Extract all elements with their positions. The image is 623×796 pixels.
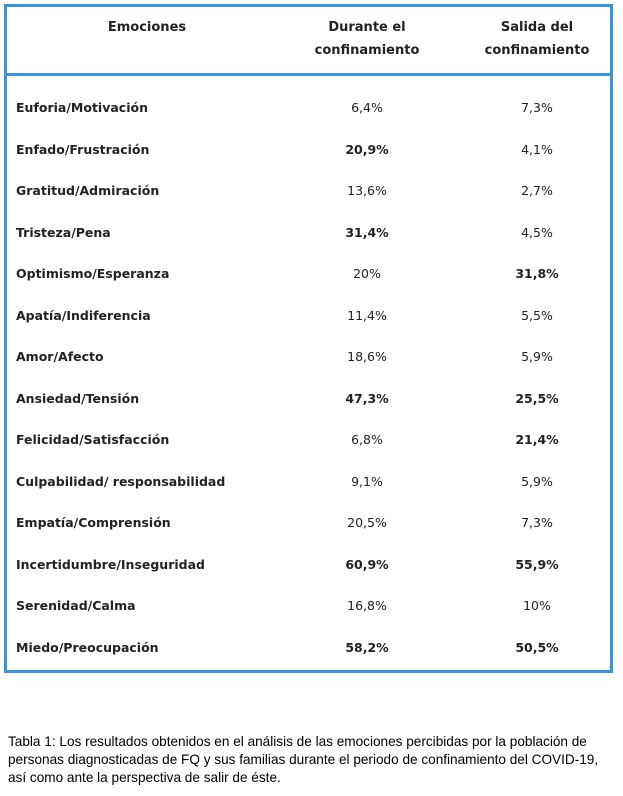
table-row: Miedo/Preocupación 58,2% 50,5% (7, 627, 610, 669)
table-row: Serenidad/Calma 16,8% 10% (7, 585, 610, 627)
after-value: 10% (523, 598, 551, 613)
after-value: 4,1% (521, 141, 553, 157)
during-value: 13,6% (347, 183, 387, 198)
header-emociones: Emociones (107, 20, 187, 35)
table-row: Empatía/Comprensión 20,5% 7,3% (7, 502, 610, 544)
table-row: Euforia/Motivación 6,4% 7,3% (7, 87, 610, 129)
during-value: 31,4% (345, 224, 389, 240)
during-value: 47,3% (345, 390, 389, 406)
during-value: 6,4% (351, 100, 383, 115)
table-body: Euforia/Motivación 6,4% 7,3% Enfado/Frustra… (7, 87, 610, 668)
emotion-label: Serenidad/Calma (16, 598, 136, 613)
during-value: 6,8% (351, 432, 383, 447)
emotion-label: Culpabilidad/ responsabilidad (16, 473, 226, 489)
emotion-label: Felicidad/Satisfacción (16, 432, 170, 447)
after-value: 25,5% (515, 390, 559, 406)
after-value: 5,5% (521, 307, 553, 323)
emotion-label: Tristeza/Pena (16, 224, 111, 240)
emotion-label: Apatía/Indiferencia (16, 307, 151, 323)
after-value: 7,3% (521, 515, 553, 530)
during-value: 18,6% (347, 349, 387, 364)
during-value: 11,4% (347, 307, 387, 323)
table-header: Emociones Durante el confinamiento Salid… (7, 7, 610, 76)
after-value: 5,9% (521, 473, 553, 489)
header-salida-line1: Salida del (500, 20, 574, 35)
table-row: Ansiedad/Tensión 47,3% 25,5% (7, 378, 610, 420)
table-row: Culpabilidad/ responsabilidad 9,1% 5,9% (7, 461, 610, 503)
during-value: 58,2% (345, 639, 389, 655)
table-row: Gratitud/Admiración 13,6% 2,7% (7, 170, 610, 212)
table-caption: Tabla 1: Los resultados obtenidos en el … (8, 734, 599, 785)
header-durante-line1: Durante el (328, 20, 406, 35)
header-durante-line2: confinamiento (314, 43, 420, 58)
table-row: Apatía/Indiferencia 11,4% 5,5% (7, 295, 610, 337)
during-value: 20,5% (347, 515, 387, 530)
emotions-table: Emociones Durante el confinamiento Salid… (4, 4, 613, 673)
during-value: 20% (353, 266, 381, 281)
table-row: Incertidumbre/Inseguridad 60,9% 55,9% (7, 544, 610, 586)
after-value: 50,5% (515, 639, 559, 655)
after-value: 31,8% (515, 266, 559, 281)
emotion-label: Optimismo/Esperanza (16, 266, 170, 281)
table-row: Amor/Afecto 18,6% 5,9% (7, 336, 610, 378)
after-value: 5,9% (521, 349, 553, 364)
emotion-label: Ansiedad/Tensión (16, 390, 140, 406)
after-value: 21,4% (515, 432, 559, 447)
during-value: 16,8% (347, 598, 387, 613)
during-value: 60,9% (345, 556, 389, 572)
emotion-label: Incertidumbre/Inseguridad (16, 556, 205, 572)
table-row: Enfado/Frustración 20,9% 4,1% (7, 129, 610, 171)
emotion-label: Enfado/Frustración (16, 141, 150, 157)
header-durante: Durante el confinamiento (292, 16, 442, 62)
header-salida-line2: confinamiento (484, 43, 590, 58)
during-value: 9,1% (351, 473, 383, 489)
after-value: 7,3% (521, 100, 553, 115)
table-row: Tristeza/Pena 31,4% 4,5% (7, 212, 610, 254)
header-salida: Salida del confinamiento (462, 16, 612, 62)
after-value: 55,9% (515, 556, 559, 572)
emotion-label: Euforia/Motivación (16, 100, 148, 115)
emotion-label: Miedo/Preocupación (16, 639, 159, 655)
emotion-label: Empatía/Comprensión (16, 515, 171, 530)
after-value: 2,7% (521, 183, 553, 198)
emotion-label: Gratitud/Admiración (16, 183, 160, 198)
table-row: Optimismo/Esperanza 20% 31,8% (7, 253, 610, 295)
table-row: Felicidad/Satisfacción 6,8% 21,4% (7, 419, 610, 461)
after-value: 4,5% (521, 224, 553, 240)
emotion-label: Amor/Afecto (16, 349, 104, 364)
during-value: 20,9% (345, 141, 389, 157)
